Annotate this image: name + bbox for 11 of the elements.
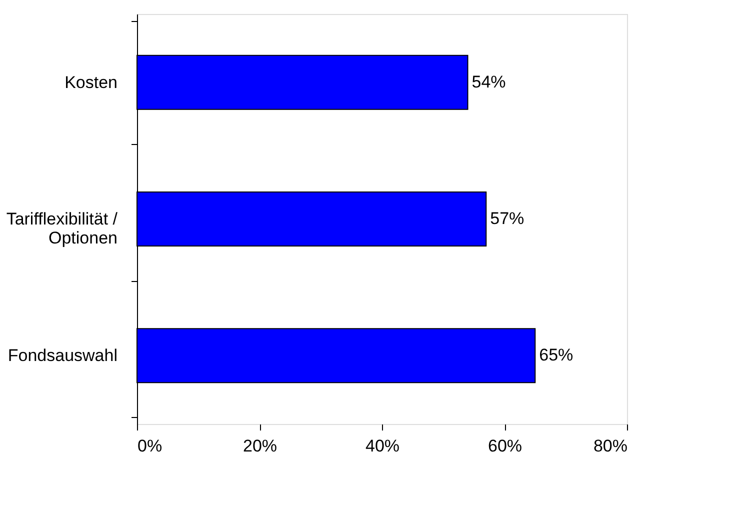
data-label: 57% bbox=[490, 209, 524, 228]
data-label: 65% bbox=[539, 346, 574, 365]
y-tick-label: Kosten bbox=[64, 72, 118, 92]
data-label: 54% bbox=[472, 72, 506, 92]
x-tick-label: 0% bbox=[138, 436, 162, 456]
y-tick-label: Tarifflexibilität / Optionen bbox=[6, 210, 118, 248]
x-tick-label: 80% bbox=[593, 436, 628, 456]
x-tick-label: 20% bbox=[242, 436, 278, 456]
x-tick-label: 60% bbox=[488, 436, 522, 456]
x-tick-label: 40% bbox=[365, 436, 400, 456]
y-tick-label: Fondsauswahl bbox=[8, 346, 118, 366]
